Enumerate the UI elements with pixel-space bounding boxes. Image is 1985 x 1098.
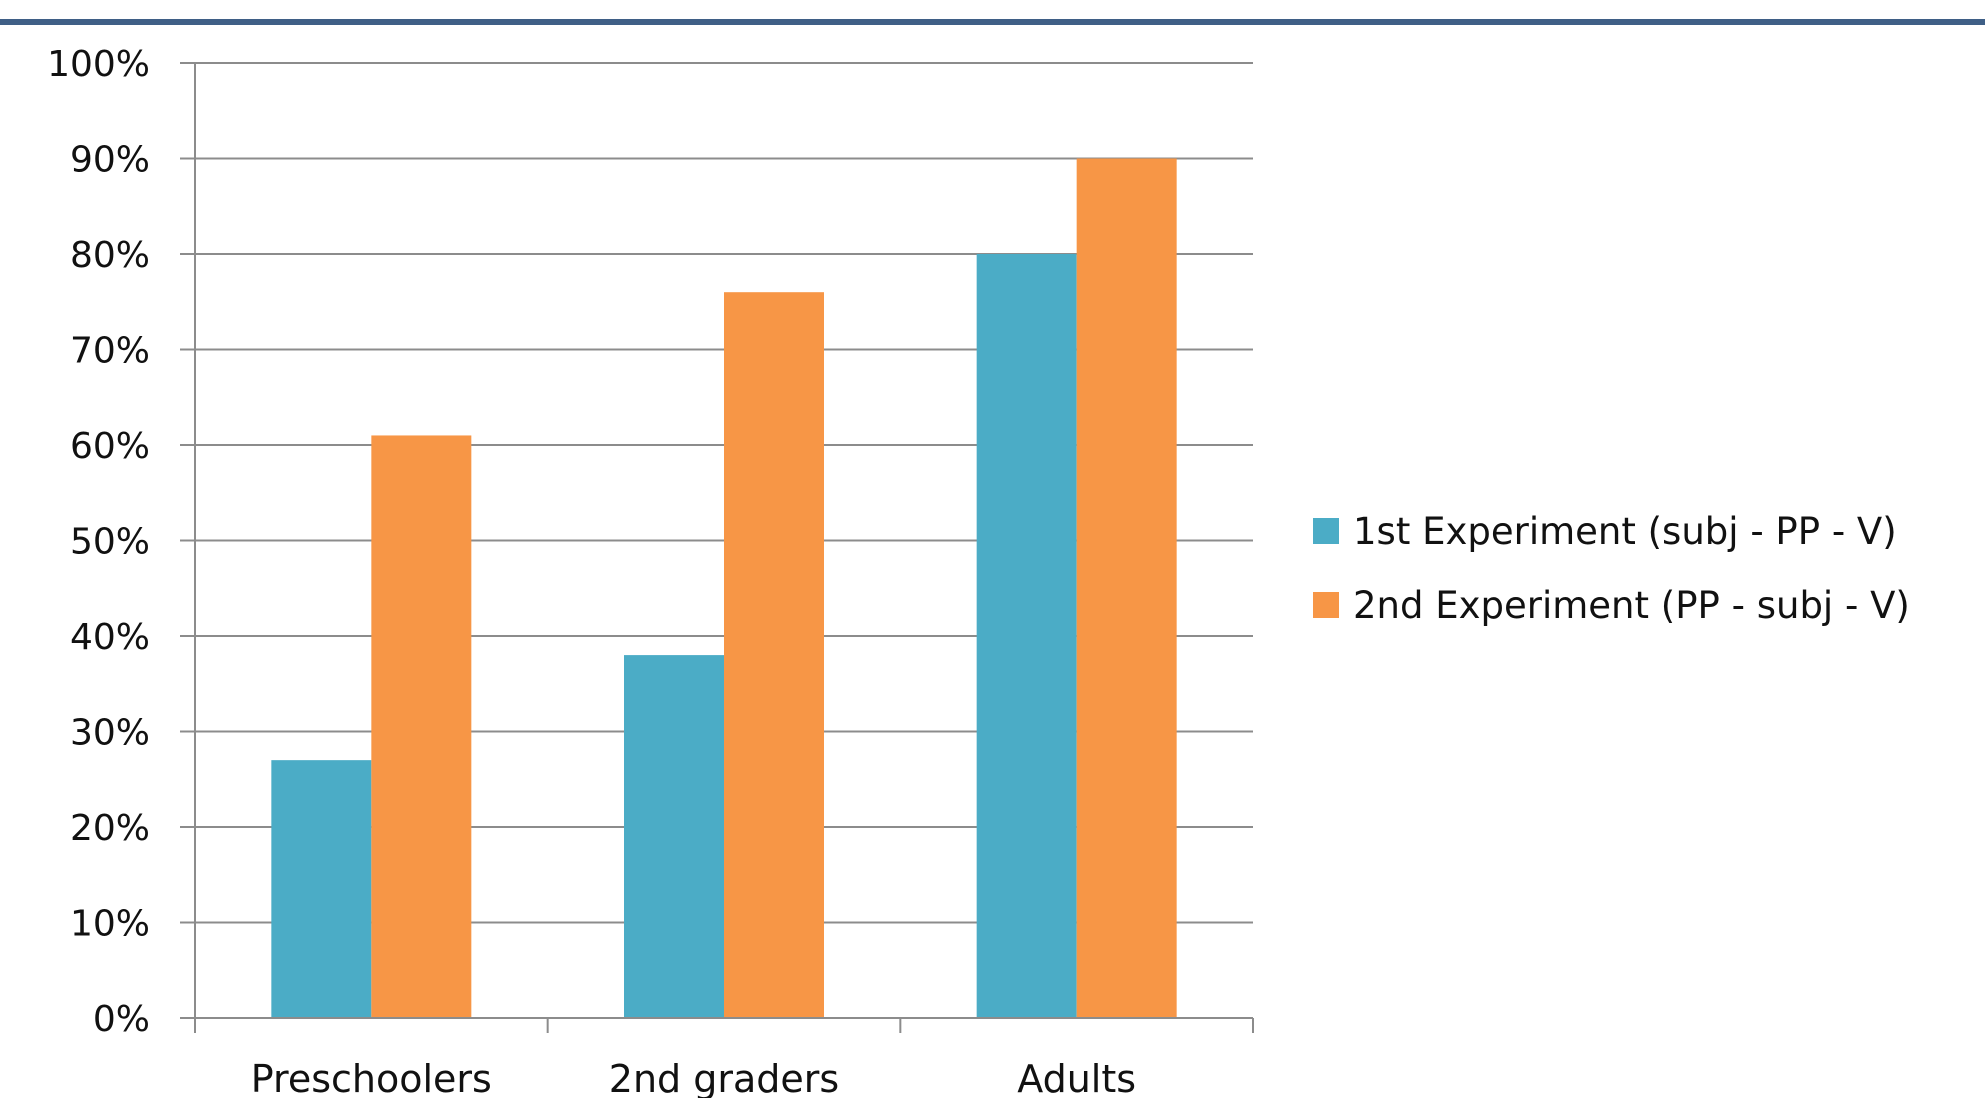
y-tick-label: 40% xyxy=(70,617,150,658)
y-tick-label: 20% xyxy=(70,808,150,849)
bars xyxy=(271,158,1177,1018)
legend-label: 1st Experiment (subj - PP - V) xyxy=(1353,509,1897,553)
legend: 1st Experiment (subj - PP - V) 2nd Experi… xyxy=(1313,494,1910,642)
axes xyxy=(180,62,1254,1033)
x-category-label: Adults xyxy=(1017,1057,1136,1098)
legend-swatch xyxy=(1313,592,1339,618)
x-category-labels: Preschoolers 2nd graders Adults xyxy=(251,1057,1136,1098)
top-rule xyxy=(0,19,1985,25)
bar-series1-adults xyxy=(976,254,1077,1018)
bar-series2-preschoolers xyxy=(371,435,472,1018)
y-tick-label: 50% xyxy=(70,522,150,563)
y-tick-label: 100% xyxy=(47,44,150,85)
x-category-label: Preschoolers xyxy=(251,1057,492,1098)
legend-item-series2: 2nd Experiment (PP - subj - V) xyxy=(1313,568,1910,642)
y-tick-labels: 0% 10% 20% 30% 40% 50% 60% 70% 80% 90% 100% xyxy=(47,44,150,1040)
bar-series1-preschoolers xyxy=(271,760,372,1018)
y-tick-label: 80% xyxy=(70,235,150,276)
y-tick-label: 10% xyxy=(70,904,150,945)
legend-item-series1: 1st Experiment (subj - PP - V) xyxy=(1313,494,1910,568)
bar-series2-2nd-graders xyxy=(724,292,824,1018)
bar-series1-2nd-graders xyxy=(624,655,724,1018)
legend-label: 2nd Experiment (PP - subj - V) xyxy=(1353,583,1910,627)
legend-swatch xyxy=(1313,518,1339,544)
y-tick-label: 60% xyxy=(70,426,150,467)
y-tick-label: 30% xyxy=(70,713,150,754)
x-category-label: 2nd graders xyxy=(609,1057,839,1098)
y-tick-label: 70% xyxy=(70,331,150,372)
y-tick-label: 0% xyxy=(93,999,150,1040)
y-tick-label: 90% xyxy=(70,140,150,181)
bar-series2-adults xyxy=(1076,158,1177,1018)
